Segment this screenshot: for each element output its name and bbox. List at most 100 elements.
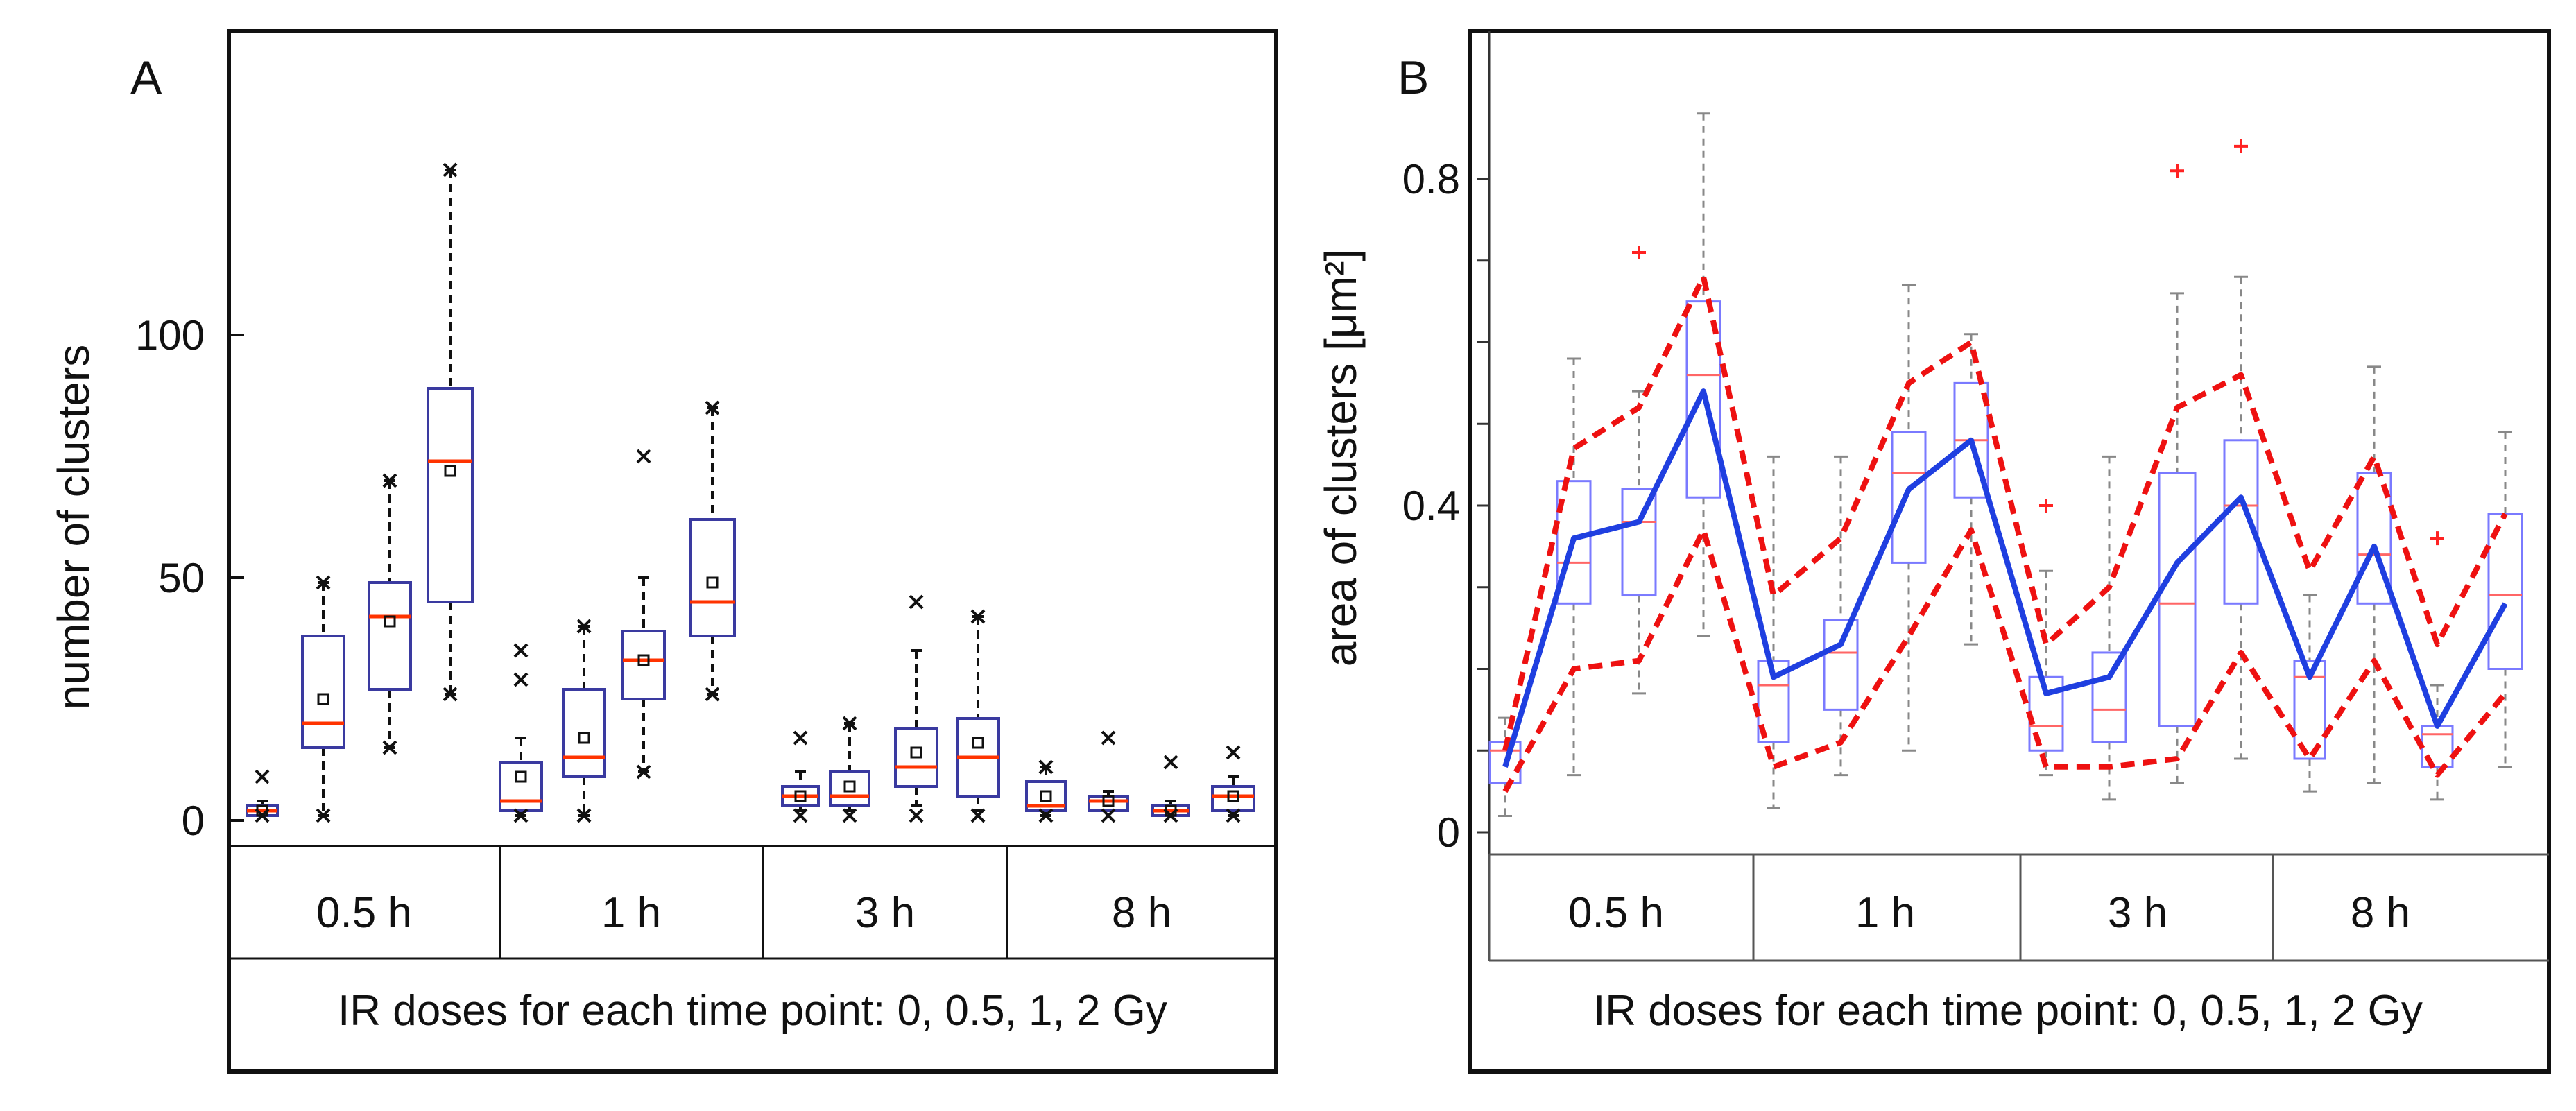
box-body xyxy=(829,770,870,807)
box-05h-dose-0.5 xyxy=(301,575,345,823)
outlier-marker xyxy=(2430,531,2444,546)
panel-b-marks xyxy=(1488,112,2523,817)
panel-a-y-ticks: 0 50 100 xyxy=(135,312,244,844)
outlier-marker xyxy=(316,808,331,823)
mean-marker xyxy=(515,770,527,783)
box-05h-dose-2 xyxy=(427,162,474,702)
panel-b-caption: IR doses for each time point: 0, 0.5, 1,… xyxy=(1593,987,2423,1035)
box-1h-dose-1 xyxy=(1891,284,1927,752)
box-1h-dose-0 xyxy=(499,643,543,823)
outlier-marker xyxy=(842,716,857,731)
panel-a-group-label: 1 h xyxy=(601,889,661,937)
outlier-marker xyxy=(636,764,651,780)
outlier-marker xyxy=(636,449,651,464)
box-3h-dose-2 xyxy=(956,609,1000,823)
box-3h-dose-2 xyxy=(2223,139,2259,760)
mean-marker xyxy=(384,615,396,628)
mean-marker xyxy=(843,780,856,793)
panel-a-letter: A xyxy=(130,51,162,104)
outlier-marker xyxy=(1163,755,1178,770)
panel-b-group-label: 8 h xyxy=(2351,889,2410,937)
box-body xyxy=(1556,480,1592,605)
outlier-marker xyxy=(316,575,331,590)
outlier-marker xyxy=(793,730,808,746)
box-8h-dose-1 xyxy=(1151,755,1190,823)
box-05h-dose-0.5 xyxy=(1556,357,1592,777)
panel-a-caption: IR doses for each time point: 0, 0.5, 1,… xyxy=(338,987,1167,1035)
outlier-marker xyxy=(443,687,458,702)
box-8h-dose-2 xyxy=(1211,745,1255,823)
outlier-marker xyxy=(382,473,397,488)
panel-a-y-tick-label: 0 xyxy=(182,798,205,844)
box-body xyxy=(1757,660,1790,743)
mean-marker xyxy=(1227,790,1239,802)
panel-a-group-label: 8 h xyxy=(1112,889,1171,937)
box-1h-dose-1 xyxy=(621,449,666,780)
box-3h-dose-0 xyxy=(781,730,820,823)
outlier-marker xyxy=(909,594,924,610)
box-body xyxy=(2223,439,2259,605)
outlier-marker xyxy=(1226,808,1241,823)
outlier-marker xyxy=(1163,808,1178,823)
box-body xyxy=(1088,795,1129,812)
outlier-marker xyxy=(842,808,857,823)
panel-b-y-ticks: 0 0.4 0.8 xyxy=(1402,156,1489,856)
box-05h-dose-1 xyxy=(1621,245,1657,695)
outlier-marker xyxy=(576,808,592,823)
panel-b: B 0.5 h 1 h 3 h 8 h IR doses for each ti… xyxy=(1316,29,2551,1074)
panel-a-y-tick-label: 50 xyxy=(158,555,205,601)
box-body xyxy=(1685,300,1721,499)
outlier-marker xyxy=(513,643,529,658)
outlier-marker xyxy=(1038,808,1054,823)
box-05h-dose-2 xyxy=(1685,112,1721,637)
panel-b-y-tick-label: 0 xyxy=(1437,809,1460,856)
box-body xyxy=(1621,488,1657,597)
panel-b-frame xyxy=(1468,29,2551,1074)
outlier-marker xyxy=(793,808,808,823)
box-1h-dose-2 xyxy=(689,400,736,702)
box-3h-dose-0 xyxy=(2028,499,2064,777)
outlier-marker xyxy=(2170,164,2184,178)
panel-b-group-label: 1 h xyxy=(1855,889,1915,937)
mean-marker xyxy=(794,790,807,802)
lower-band-line xyxy=(1502,527,2508,793)
box-body xyxy=(2356,472,2392,605)
panel-b-group-label: 3 h xyxy=(2108,889,2167,937)
panel-b-y-tick-label: 0.8 xyxy=(1402,156,1460,203)
outlier-marker xyxy=(705,400,720,415)
mean-marker xyxy=(637,654,650,666)
outlier-marker xyxy=(576,619,592,634)
mean-marker xyxy=(317,693,329,705)
box-8h-dose-0 xyxy=(1025,759,1067,823)
outlier-marker xyxy=(2039,499,2053,513)
box-body xyxy=(499,761,543,812)
box-8h-dose-0.5 xyxy=(1088,730,1129,823)
mean-marker xyxy=(444,465,456,477)
box-3h-dose-1 xyxy=(2158,164,2197,784)
outlier-marker xyxy=(443,162,458,178)
outlier-marker xyxy=(513,808,529,823)
box-3h-dose-0.5 xyxy=(2091,455,2127,801)
box-05h-dose-0 xyxy=(246,769,279,823)
panel-b-letter: B xyxy=(1398,51,1429,104)
panel-a-group-label: 0.5 h xyxy=(316,889,412,937)
box-8h-dose-0 xyxy=(2293,594,2326,793)
panel-a-y-tick-label: 100 xyxy=(135,312,205,359)
outlier-marker xyxy=(970,808,986,823)
panel-a-marks xyxy=(246,162,1255,823)
outlier-marker xyxy=(513,672,529,687)
mean-marker xyxy=(578,732,590,744)
box-body xyxy=(2293,660,2326,760)
outlier-marker xyxy=(1101,808,1116,823)
outlier-marker xyxy=(970,609,986,624)
box-3h-dose-1 xyxy=(894,594,938,823)
mean-line xyxy=(1502,388,2508,768)
outlier-marker xyxy=(255,769,270,784)
outlier-marker xyxy=(255,808,270,823)
mean-marker xyxy=(1102,795,1115,807)
panel-b-y-axis-label: area of clusters [μm²] xyxy=(1316,249,1366,666)
box-body xyxy=(368,581,412,691)
mean-marker xyxy=(1040,790,1052,802)
outlier-marker xyxy=(1038,759,1054,775)
